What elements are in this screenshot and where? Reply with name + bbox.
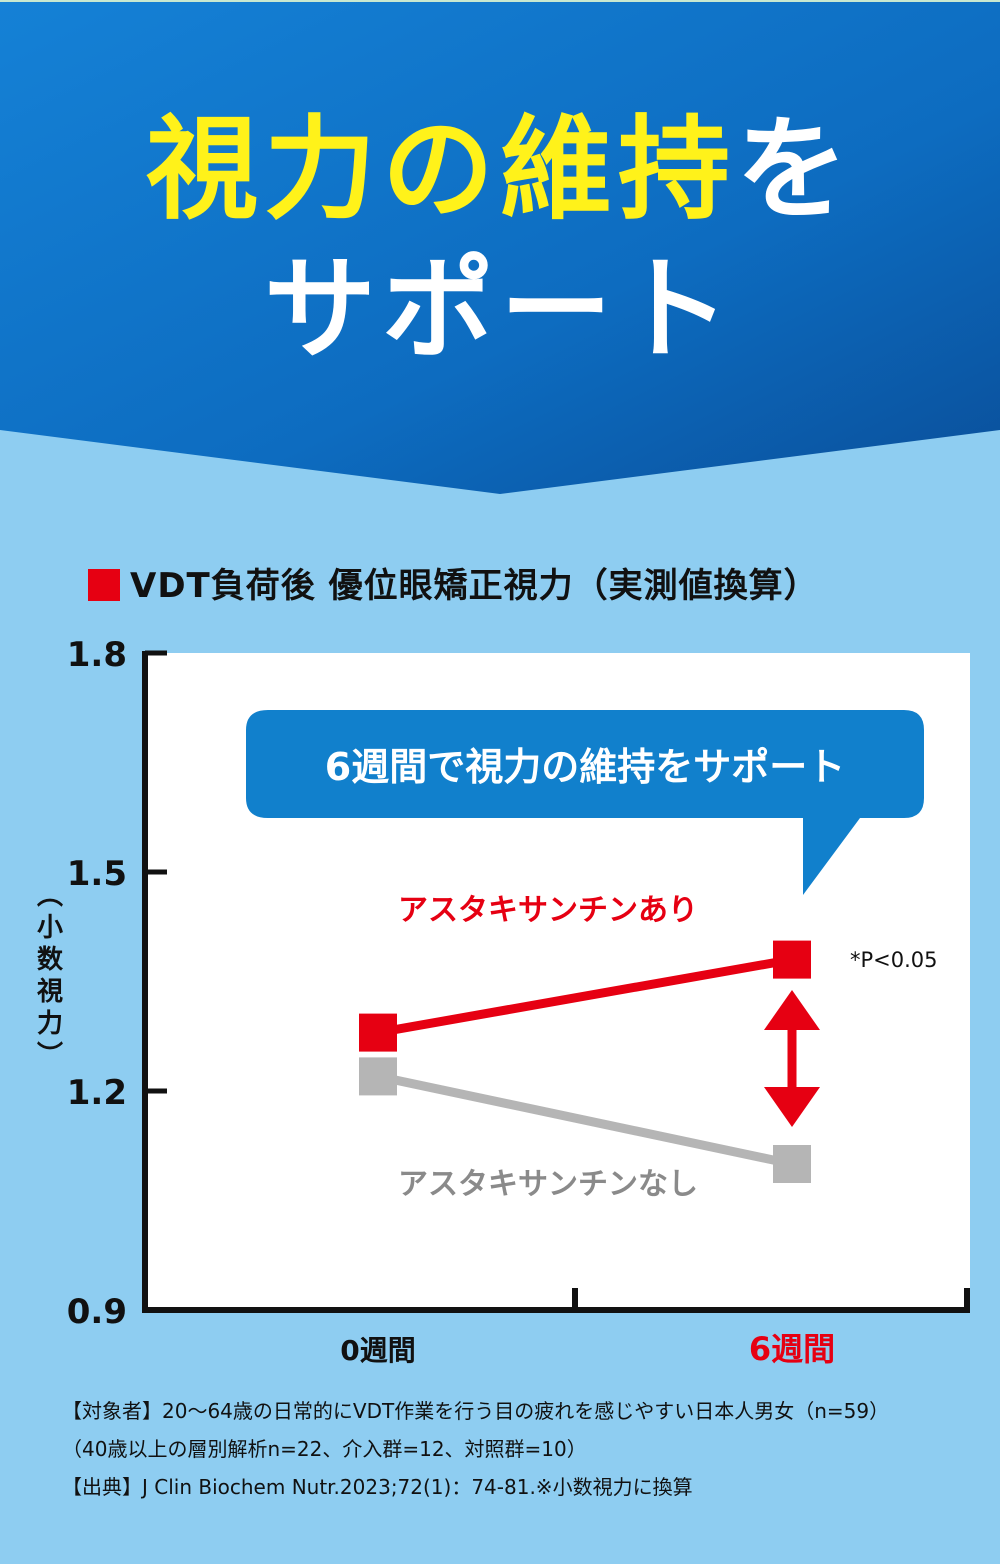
- data-point-1: [773, 1145, 811, 1183]
- headline-highlight: 視力の維持: [146, 105, 736, 235]
- red-square-bullet-icon: [88, 569, 120, 601]
- footnotes: 【対象者】20～64歳の日常的にVDT作業を行う目の疲れを感じやすい日本人男女（…: [62, 1392, 962, 1506]
- y-axis-label-char: ︵: [37, 881, 63, 911]
- series-label-astaxanthin: アスタキサンチンあり: [398, 893, 698, 928]
- series-label-control: アスタキサンチンなし: [398, 1167, 698, 1202]
- data-point-0: [773, 940, 811, 979]
- footnote-source: 【出典】J Clin Biochem Nutr.2023;72(1)：74-81…: [62, 1475, 693, 1499]
- callout-text: 6週間で視力の維持をサポート: [325, 745, 845, 789]
- y-axis-label-char: ︶: [37, 1041, 63, 1071]
- y-axis-label-char: 数: [37, 945, 64, 975]
- callout-bubble: 6週間で視力の維持をサポート: [246, 710, 924, 895]
- headline-particle: を: [736, 105, 854, 235]
- data-point-1: [359, 1057, 397, 1096]
- y-axis-label-char: 小: [37, 913, 63, 943]
- y-axis-label: ︵小数視力︶: [37, 881, 64, 1071]
- series-line-0: [377, 955, 793, 1038]
- y-axis-label-char: 視: [37, 977, 63, 1007]
- footnote-subgroup: （40歳以上の層別解析n=22、介入群=12、対照群=10）: [62, 1437, 587, 1461]
- callout-shape: [246, 710, 924, 895]
- footnote-subjects: 【対象者】20～64歳の日常的にVDT作業を行う目の疲れを感じやすい日本人男女（…: [62, 1399, 890, 1423]
- y-tick-label: 1.5: [67, 854, 127, 894]
- chart-title: VDT負荷後 優位眼矯正視力（実測値換算）: [88, 558, 819, 607]
- chart-title-text: VDT負荷後 優位眼矯正視力（実測値換算）: [130, 566, 819, 606]
- x-tick-label: 6週間: [749, 1330, 835, 1368]
- headline-line1: 視力の維持を: [0, 100, 1000, 240]
- x-tick-label: 0週間: [340, 1334, 415, 1367]
- y-axis-label-char: 力: [37, 1009, 63, 1039]
- header-banner: [0, 0, 1000, 494]
- y-tick-label: 1.8: [67, 635, 127, 675]
- series-line-1: [377, 1071, 793, 1169]
- headline-line2: サポート: [264, 245, 736, 375]
- y-tick-label: 1.2: [67, 1073, 127, 1113]
- data-point-0: [359, 1013, 397, 1052]
- difference-arrow-icon: [764, 990, 820, 1127]
- significance-annotation: *P<0.05: [850, 948, 938, 972]
- y-tick-label: 0.9: [67, 1292, 127, 1332]
